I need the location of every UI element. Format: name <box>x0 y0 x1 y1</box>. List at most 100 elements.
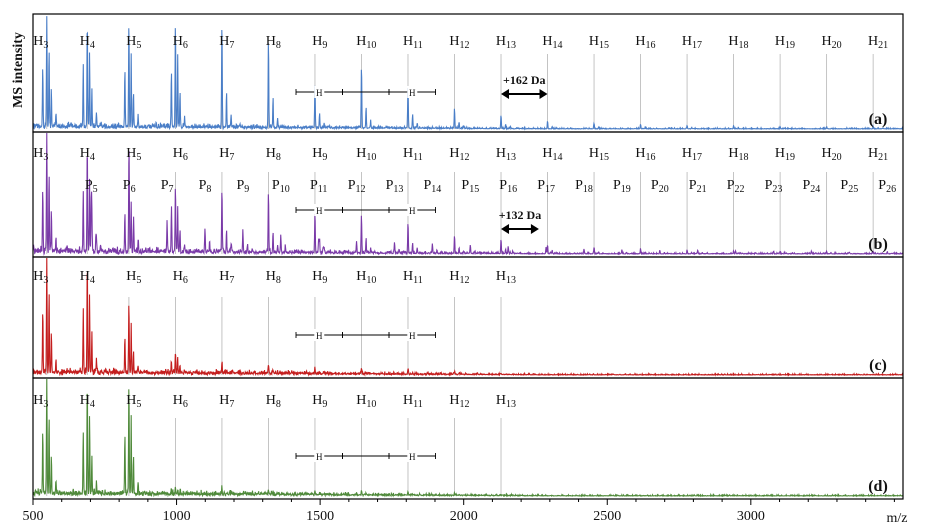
peak-label-H: H16 <box>635 146 655 163</box>
peak-label-P: P9 <box>236 178 249 195</box>
peak-label-H: H13 <box>496 269 516 286</box>
peak-label-H: H3 <box>33 34 48 51</box>
peak-label-H: H18 <box>728 34 748 51</box>
peak-label-H: H10 <box>356 269 376 286</box>
peak-label-P: P10 <box>272 178 290 195</box>
peak-label-P: P19 <box>613 178 631 195</box>
peak-label-H: H10 <box>356 393 376 410</box>
peak-label-P: P11 <box>310 178 327 195</box>
peak-label-H: H15 <box>589 34 609 51</box>
peak-label-H: H7 <box>219 146 234 163</box>
peak-labels: H3 H4 H5 H6 H7 H8 H9 H10 H11 H12 H13 H14 H15 H16 H17 H1… <box>33 34 896 495</box>
peak-label-H: H3 <box>33 269 48 286</box>
bracket-label: H <box>409 206 416 216</box>
peak-label-P: P7 <box>161 178 174 195</box>
spectrum-trace <box>33 258 903 377</box>
x-tick-label: 1500 <box>306 509 334 524</box>
peak-label-H: H9 <box>312 269 327 286</box>
peak-label-H: H11 <box>403 393 423 410</box>
panel-label: (a) <box>869 111 888 128</box>
peak-label-H: H5 <box>126 34 141 51</box>
x-tick-label: 500 <box>23 509 44 524</box>
peak-label-P: P22 <box>727 178 745 195</box>
peak-label-H: H6 <box>173 269 188 286</box>
peak-label-P: P15 <box>461 178 479 195</box>
peak-label-H: H7 <box>219 34 234 51</box>
peak-label-H: H12 <box>449 146 469 163</box>
peak-label-H: H4 <box>80 269 95 286</box>
peak-label-H: H11 <box>403 269 423 286</box>
peak-label-P: P6 <box>123 178 136 195</box>
bracket-label: H <box>409 88 416 98</box>
peak-label-H: H12 <box>449 34 469 51</box>
peak-label-H: H16 <box>635 34 655 51</box>
peak-label-H: H9 <box>312 146 327 163</box>
peak-label-H: H10 <box>356 146 376 163</box>
spectrum-trace <box>33 133 903 256</box>
spectrum-trace <box>33 379 903 498</box>
peak-label-H: H13 <box>496 146 516 163</box>
x-tick-label: 3000 <box>737 509 765 524</box>
peak-label-P: P16 <box>499 178 517 195</box>
peak-label-H: H8 <box>266 393 281 410</box>
peak-label-H: H20 <box>821 34 841 51</box>
peak-label-P: P20 <box>651 178 669 195</box>
x-tick-label: 2000 <box>450 509 478 524</box>
bracket-label: H <box>316 206 323 216</box>
peak-label-H: H6 <box>173 393 188 410</box>
annotation-label: +162 Da <box>503 73 546 87</box>
peak-label-H: H17 <box>682 146 702 163</box>
peak-label-H: H14 <box>542 146 562 163</box>
peak-label-H: H9 <box>312 34 327 51</box>
peak-label-H: H21 <box>868 34 888 51</box>
peak-label-H: H4 <box>80 393 95 410</box>
peak-label-H: H9 <box>312 393 327 410</box>
peak-label-H: H7 <box>219 269 234 286</box>
peak-label-H: H5 <box>126 393 141 410</box>
peak-label-P: P17 <box>537 178 555 195</box>
peak-label-P: P12 <box>348 178 366 195</box>
peak-label-H: H14 <box>542 34 562 51</box>
peak-label-H: H13 <box>496 34 516 51</box>
peak-label-H: H6 <box>173 146 188 163</box>
x-tick-label: 1000 <box>163 509 191 524</box>
panel-frame <box>32 377 904 500</box>
peak-label-H: H8 <box>266 34 281 51</box>
peak-label-P: P14 <box>423 178 441 195</box>
peak-label-H: H12 <box>449 269 469 286</box>
spectrum-trace <box>33 16 903 132</box>
peak-label-H: H5 <box>126 146 141 163</box>
peak-label-P: P8 <box>199 178 212 195</box>
peak-label-H: H12 <box>449 393 469 410</box>
peak-label-H: H8 <box>266 146 281 163</box>
peak-label-H: H11 <box>403 146 423 163</box>
x-tick-label: 2500 <box>593 509 621 524</box>
peak-label-H: H3 <box>33 146 48 163</box>
spectrum-traces <box>33 16 903 498</box>
peak-label-P: P26 <box>878 178 896 195</box>
peak-label-H: H4 <box>80 146 95 163</box>
peak-label-H: H17 <box>682 34 702 51</box>
panel-frames <box>32 13 904 500</box>
peak-label-H: H19 <box>775 34 795 51</box>
peak-label-H: H3 <box>33 393 48 410</box>
bracket-label: H <box>316 88 323 98</box>
peak-label-H: H13 <box>496 393 516 410</box>
annotation-label: +132 Da <box>499 208 542 222</box>
peak-label-P: P25 <box>840 178 858 195</box>
peak-label-H: H15 <box>589 146 609 163</box>
peak-label-H: H20 <box>821 146 841 163</box>
peak-label-P: P24 <box>803 178 821 195</box>
panel-label: (d) <box>868 478 888 495</box>
peak-label-H: H5 <box>126 269 141 286</box>
bracket-label: H <box>409 452 416 462</box>
bracket-label: H <box>316 452 323 462</box>
peak-label-P: P18 <box>575 178 593 195</box>
panel-label: (b) <box>868 236 888 253</box>
peak-label-H: H8 <box>266 269 281 286</box>
panel-label: (c) <box>869 357 887 374</box>
peak-label-H: H10 <box>356 34 376 51</box>
peak-label-P: P5 <box>85 178 98 195</box>
peak-label-H: H18 <box>728 146 748 163</box>
